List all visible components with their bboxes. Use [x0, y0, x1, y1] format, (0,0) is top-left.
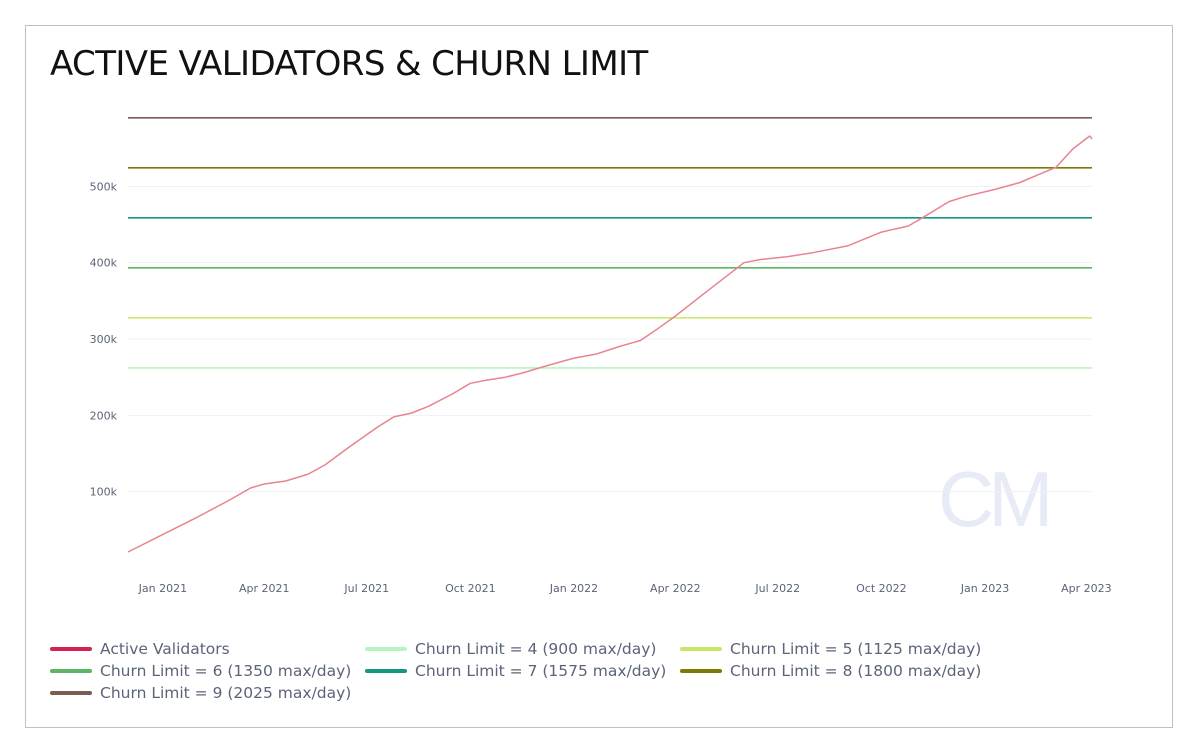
active-validators-line [127, 135, 1093, 553]
chart-plot: 100k 200k 300k 400k 500k Jan 2021 Apr 2021 Jul … [90, 116, 1112, 595]
legend-swatch [50, 669, 92, 673]
y-tick-label: 200k [90, 409, 118, 422]
legend-label: Churn Limit = 7 (1575 max/day) [415, 662, 667, 680]
x-tick-label: Apr 2021 [239, 582, 290, 595]
legend-label: Churn Limit = 5 (1125 max/day) [730, 640, 982, 658]
chart-title: ACTIVE VALIDATORS & CHURN LIMIT [50, 44, 648, 84]
chart-card: ACTIVE VALIDATORS & CHURN LIMIT CM 100k 2… [25, 25, 1173, 728]
legend-swatch [680, 647, 722, 651]
legend-swatch [365, 647, 407, 651]
legend-swatch [50, 691, 92, 695]
x-tick-label: Jan 2023 [960, 582, 1009, 595]
legend-label: Active Validators [100, 640, 230, 658]
legend-item[interactable]: Churn Limit = 6 (1350 max/day) [50, 660, 351, 682]
x-tick-label: Jan 2021 [138, 582, 187, 595]
x-tick-label: Apr 2023 [1061, 582, 1112, 595]
x-tick-label: Jul 2021 [343, 582, 389, 595]
legend-item[interactable]: Churn Limit = 4 (900 max/day) [365, 638, 656, 660]
x-tick-label: Oct 2022 [856, 582, 907, 595]
x-tick-label: Apr 2022 [650, 582, 701, 595]
y-tick-label: 500k [90, 180, 118, 193]
y-tick-label: 400k [90, 257, 118, 270]
legend-label: Churn Limit = 4 (900 max/day) [415, 640, 657, 658]
legend-swatch [50, 647, 92, 651]
legend-swatch [680, 669, 722, 673]
legend-swatch [365, 669, 407, 673]
legend-item[interactable]: Active Validators [50, 638, 230, 660]
x-tick-label: Jan 2022 [549, 582, 598, 595]
legend-item[interactable]: Churn Limit = 7 (1575 max/day) [365, 660, 666, 682]
legend-item[interactable]: Churn Limit = 5 (1125 max/day) [680, 638, 981, 660]
y-tick-label: 300k [90, 333, 118, 346]
y-tick-label: 100k [90, 486, 118, 499]
legend-item[interactable]: Churn Limit = 9 (2025 max/day) [50, 682, 351, 704]
x-tick-label: Oct 2021 [445, 582, 496, 595]
legend-label: Churn Limit = 9 (2025 max/day) [100, 684, 352, 702]
legend-label: Churn Limit = 6 (1350 max/day) [100, 662, 352, 680]
legend-item[interactable]: Churn Limit = 8 (1800 max/day) [680, 660, 981, 682]
legend-label: Churn Limit = 8 (1800 max/day) [730, 662, 982, 680]
x-tick-label: Jul 2022 [754, 582, 800, 595]
cm-watermark: CM [938, 455, 1053, 543]
